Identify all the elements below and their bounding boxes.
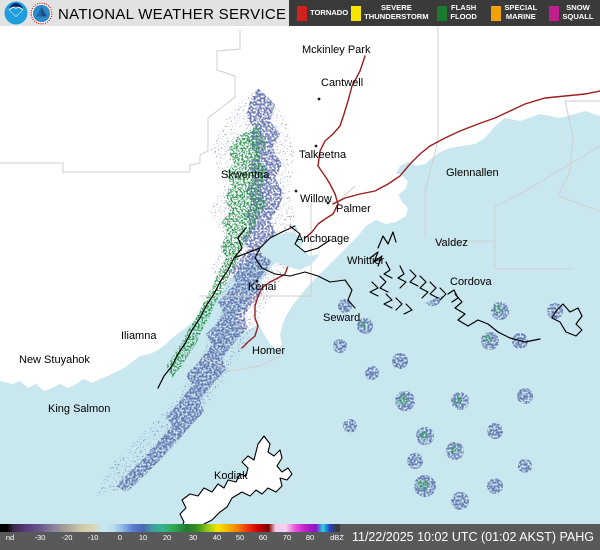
svg-text:Whittier: Whittier: [347, 255, 385, 267]
svg-text:Cantwell: Cantwell: [321, 77, 363, 89]
svg-text:Willow: Willow: [300, 193, 332, 205]
svg-text:Kodiak: Kodiak: [214, 470, 248, 482]
svg-text:Seward: Seward: [323, 312, 360, 324]
svg-text:Talkeetna: Talkeetna: [299, 149, 347, 161]
svg-text:Valdez: Valdez: [435, 237, 468, 249]
svg-text:Homer: Homer: [252, 345, 285, 357]
svg-text:New Stuyahok: New Stuyahok: [19, 354, 90, 366]
svg-text:Glennallen: Glennallen: [446, 167, 499, 179]
svg-text:Palmer: Palmer: [336, 203, 371, 215]
svg-text:Skwentna: Skwentna: [221, 169, 270, 181]
svg-text:Iliamna: Iliamna: [121, 330, 157, 342]
svg-text:Cordova: Cordova: [450, 276, 492, 288]
svg-text:King Salmon: King Salmon: [48, 403, 110, 415]
svg-text:Kenai: Kenai: [248, 281, 276, 293]
svg-text:Mckinley Park: Mckinley Park: [302, 44, 371, 56]
svg-text:Anchorage: Anchorage: [296, 233, 349, 245]
